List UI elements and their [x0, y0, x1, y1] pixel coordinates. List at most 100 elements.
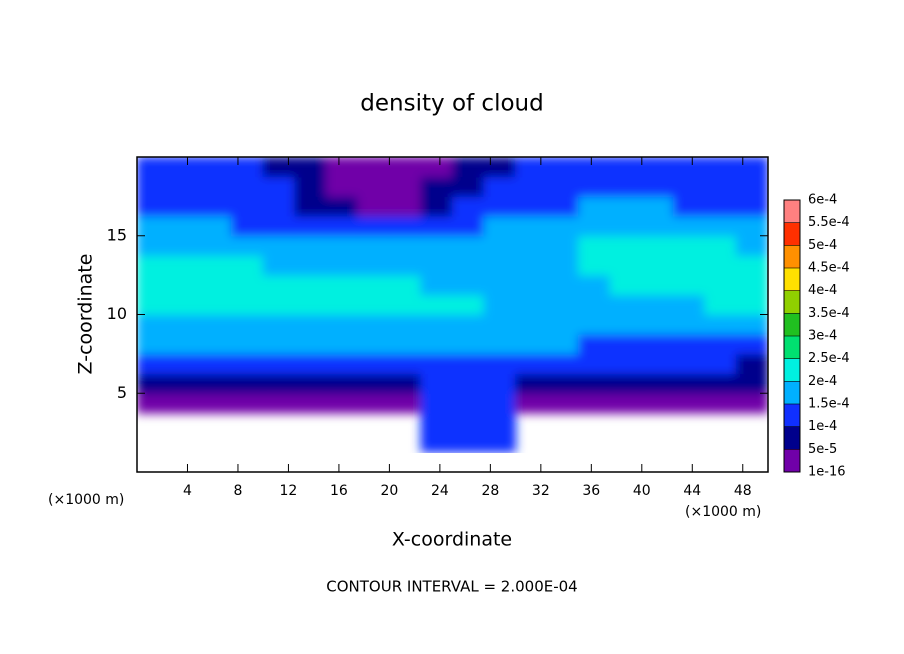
cell — [325, 195, 359, 217]
colorbar-label: 5.5e-4 — [808, 215, 850, 230]
x-tick-label: 24 — [431, 483, 449, 499]
cell — [515, 392, 548, 414]
y-unit-label: (×1000 m) — [48, 492, 124, 508]
cell — [420, 373, 453, 394]
cell — [735, 373, 768, 394]
x-tick-label: 44 — [683, 483, 701, 499]
cell — [641, 195, 674, 217]
cell — [452, 353, 485, 375]
x-tick-label: 12 — [280, 483, 298, 499]
cell — [325, 215, 359, 237]
cell — [168, 195, 201, 217]
cell — [578, 392, 611, 414]
cell — [578, 195, 611, 217]
y-tick-label: 15 — [107, 225, 127, 244]
cell — [168, 235, 201, 256]
cell — [294, 392, 327, 414]
cell — [483, 274, 517, 296]
cell — [578, 333, 611, 355]
cell — [483, 412, 517, 434]
cell — [452, 235, 485, 256]
cell — [704, 254, 737, 276]
colorbar-segment — [784, 336, 800, 359]
x-tick-label: 32 — [532, 483, 550, 499]
cell — [704, 274, 737, 296]
cell — [199, 314, 233, 335]
x-tick-label: 36 — [582, 483, 600, 499]
cell — [609, 235, 643, 256]
cell — [578, 314, 611, 335]
cell — [325, 373, 359, 394]
cell — [199, 157, 233, 178]
cell — [735, 254, 768, 276]
cell — [137, 195, 170, 217]
colorbar-segment — [784, 313, 800, 336]
cell — [641, 254, 674, 276]
cell — [294, 254, 327, 276]
cell — [294, 353, 327, 375]
cell — [672, 215, 706, 237]
colorbar-label: 2e-4 — [808, 374, 837, 389]
colorbar-segment — [784, 290, 800, 314]
cell — [325, 254, 359, 276]
cell — [704, 176, 737, 197]
cell — [388, 195, 422, 217]
cell — [672, 254, 706, 276]
cell — [357, 333, 390, 355]
cell — [262, 176, 296, 197]
x-unit-label: (×1000 m) — [685, 504, 761, 520]
cell — [515, 157, 548, 178]
cell — [546, 215, 580, 237]
cell — [388, 235, 422, 256]
x-tick-label: 40 — [633, 483, 651, 499]
cell — [546, 294, 580, 315]
cell — [641, 274, 674, 296]
cell — [483, 254, 517, 276]
cell — [168, 353, 201, 375]
cell — [231, 333, 264, 355]
cell — [641, 373, 674, 394]
colorbar-label: 3e-4 — [808, 329, 837, 344]
cell — [578, 274, 611, 296]
cell — [262, 373, 296, 394]
cell — [641, 176, 674, 197]
cell — [262, 333, 296, 355]
cell — [452, 373, 485, 394]
cell — [420, 274, 453, 296]
cell — [546, 314, 580, 335]
cell — [231, 254, 264, 276]
cell — [420, 254, 453, 276]
cell — [357, 254, 390, 276]
cell — [672, 176, 706, 197]
cell — [641, 215, 674, 237]
cell — [641, 314, 674, 335]
colorbar-segment — [784, 426, 800, 450]
cell — [483, 294, 517, 315]
cell — [641, 294, 674, 315]
cell — [231, 373, 264, 394]
cell — [231, 274, 264, 296]
cell — [704, 353, 737, 375]
cell — [735, 314, 768, 335]
chart-title: density of cloud — [360, 91, 543, 117]
colorbar-label: 4e-4 — [808, 283, 837, 298]
cell — [672, 274, 706, 296]
cell — [137, 373, 170, 394]
cell — [546, 254, 580, 276]
cell — [704, 215, 737, 237]
cell — [672, 392, 706, 414]
x-tick-label: 20 — [380, 483, 398, 499]
cell — [672, 333, 706, 355]
cell — [483, 235, 517, 256]
cell — [325, 235, 359, 256]
cells — [137, 157, 768, 453]
cell — [515, 176, 548, 197]
cell — [704, 314, 737, 335]
cell — [735, 353, 768, 375]
cell — [452, 176, 485, 197]
cell — [483, 157, 517, 178]
cell — [609, 314, 643, 335]
cell — [325, 392, 359, 414]
cell — [452, 157, 485, 178]
